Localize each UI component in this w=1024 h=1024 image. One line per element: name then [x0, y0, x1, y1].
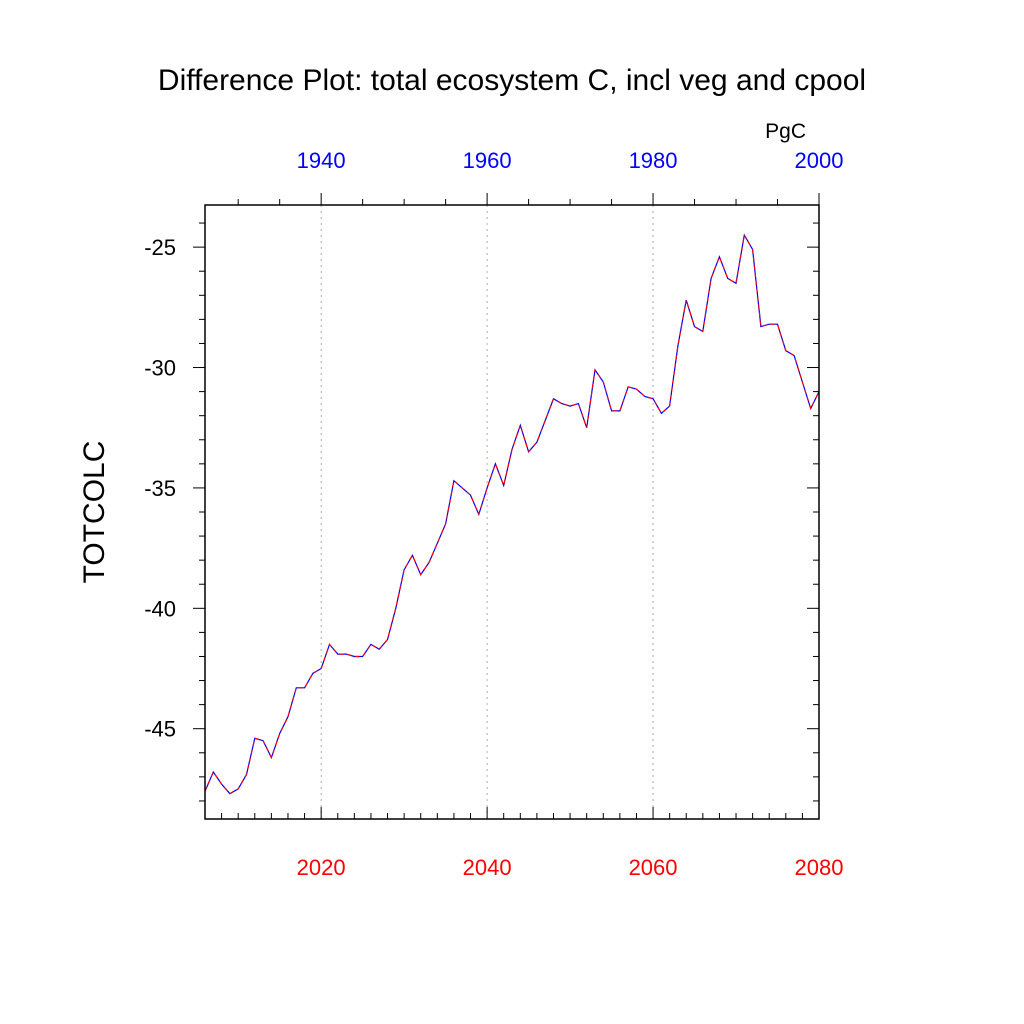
x-top-tick-label: 2000	[795, 148, 844, 173]
x-top-tick-label: 1960	[463, 148, 512, 173]
x-bottom-tick-label: 2040	[463, 855, 512, 880]
series-line-blue	[204, 233, 820, 795]
series-line-red-dash	[204, 233, 820, 795]
x-top-tick-label: 1980	[629, 148, 678, 173]
y-axis-label: TOTCOLC	[78, 441, 111, 584]
series-layer	[204, 233, 820, 795]
plot-frame	[204, 204, 820, 820]
labels-layer: 2020 2040 2060 2080 1940 1960 1980 2000 -45 -40 -3…	[144, 148, 843, 880]
y-tick-label: -40	[144, 596, 176, 621]
x-bottom-tick-label: 2080	[795, 855, 844, 880]
chart-title: Difference Plot: total ecosystem C, incl…	[158, 64, 866, 97]
x-bottom-tick-label: 2020	[297, 855, 346, 880]
x-top-tick-label: 1940	[297, 148, 346, 173]
y-tick-label: -30	[144, 356, 176, 381]
y-tick-label: -35	[144, 476, 176, 501]
units-label: PgC	[765, 120, 806, 143]
y-tick-label: -25	[144, 235, 176, 260]
y-tick-label: -45	[144, 717, 176, 742]
grid-layer	[320, 205, 654, 819]
ticks-layer	[193, 193, 820, 819]
x-bottom-tick-label: 2060	[629, 855, 678, 880]
